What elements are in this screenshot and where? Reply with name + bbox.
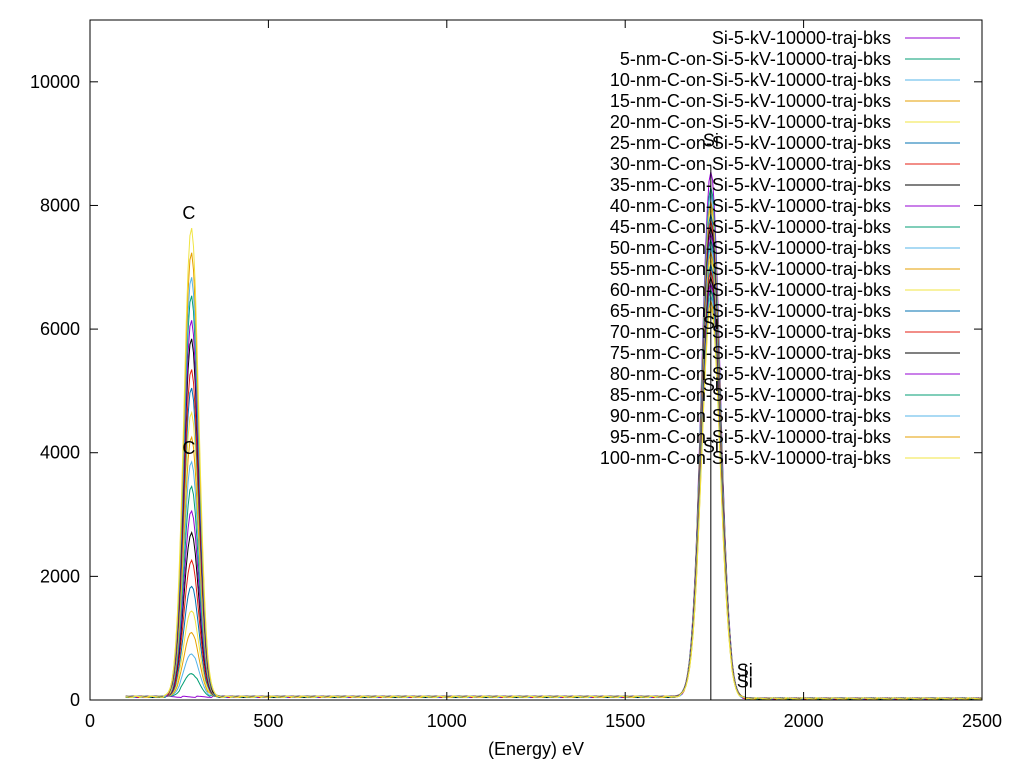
legend-legend: Si-5-kV-10000-traj-bks5-nm-C-on-Si-5-kV-…	[600, 28, 960, 468]
legend-label: 20-nm-C-on-Si-5-kV-10000-traj-bks	[610, 112, 891, 132]
peak-label: Si	[703, 375, 719, 395]
peak-label: Si	[703, 131, 719, 151]
legend-label: 5-nm-C-on-Si-5-kV-10000-traj-bks	[620, 49, 891, 69]
peak-label: Si	[703, 313, 719, 333]
peak-label: C	[182, 438, 195, 458]
legend-label: 80-nm-C-on-Si-5-kV-10000-traj-bks	[610, 364, 891, 384]
peak-label: Si	[737, 661, 753, 681]
peak-label: Si	[737, 672, 753, 692]
legend-label: 65-nm-C-on-Si-5-kV-10000-traj-bks	[610, 301, 891, 321]
legend-label: 70-nm-C-on-Si-5-kV-10000-traj-bks	[610, 322, 891, 342]
y-tick-label: 6000	[40, 319, 80, 339]
legend-label: 40-nm-C-on-Si-5-kV-10000-traj-bks	[610, 196, 891, 216]
plot-frame	[89, 19, 983, 701]
x-tick-label: 2500	[962, 711, 1002, 731]
y-tick-label: 0	[70, 690, 80, 710]
y-tick-label: 10000	[30, 72, 80, 92]
axes-layer: 0 500 1000 1500 2000 2500 0 2000 4000 6000 8000 100…	[30, 19, 1002, 731]
peak-label: C	[182, 203, 195, 223]
legend-label: 15-nm-C-on-Si-5-kV-10000-traj-bks	[610, 91, 891, 111]
y-tick-label: 4000	[40, 443, 80, 463]
legend-label: 75-nm-C-on-Si-5-kV-10000-traj-bks	[610, 343, 891, 363]
legend-label: 50-nm-C-on-Si-5-kV-10000-traj-bks	[610, 238, 891, 258]
legend-label: 90-nm-C-on-Si-5-kV-10000-traj-bks	[610, 406, 891, 426]
legend-label: 60-nm-C-on-Si-5-kV-10000-traj-bks	[610, 280, 891, 300]
legend-label: 85-nm-C-on-Si-5-kV-10000-traj-bks	[610, 385, 891, 405]
legend-label: 95-nm-C-on-Si-5-kV-10000-traj-bks	[610, 427, 891, 447]
x-tick-label: 0	[85, 711, 95, 731]
x-tick-label: 1500	[605, 711, 645, 731]
x-axis-title: (Energy) eV	[488, 739, 584, 759]
x-tick-label: 500	[253, 711, 283, 731]
x-tick-label: 1000	[427, 711, 467, 731]
y-tick-label: 8000	[40, 195, 80, 215]
peak-label: Si	[703, 437, 719, 457]
y-tick-label: 2000	[40, 566, 80, 586]
x-tick-label: 2000	[784, 711, 824, 731]
legend-label: 45-nm-C-on-Si-5-kV-10000-traj-bks	[610, 217, 891, 237]
legend-label: 35-nm-C-on-Si-5-kV-10000-traj-bks	[610, 175, 891, 195]
legend-label: 25-nm-C-on-Si-5-kV-10000-traj-bks	[610, 133, 891, 153]
legend-label: 10-nm-C-on-Si-5-kV-10000-traj-bks	[610, 70, 891, 90]
legend-label: Si-5-kV-10000-traj-bks	[712, 28, 891, 48]
marker-layer	[710, 165, 746, 700]
legend-label: 30-nm-C-on-Si-5-kV-10000-traj-bks	[610, 154, 891, 174]
legend-label: 100-nm-C-on-Si-5-kV-10000-traj-bks	[600, 448, 891, 468]
legend-label: 55-nm-C-on-Si-5-kV-10000-traj-bks	[610, 259, 891, 279]
